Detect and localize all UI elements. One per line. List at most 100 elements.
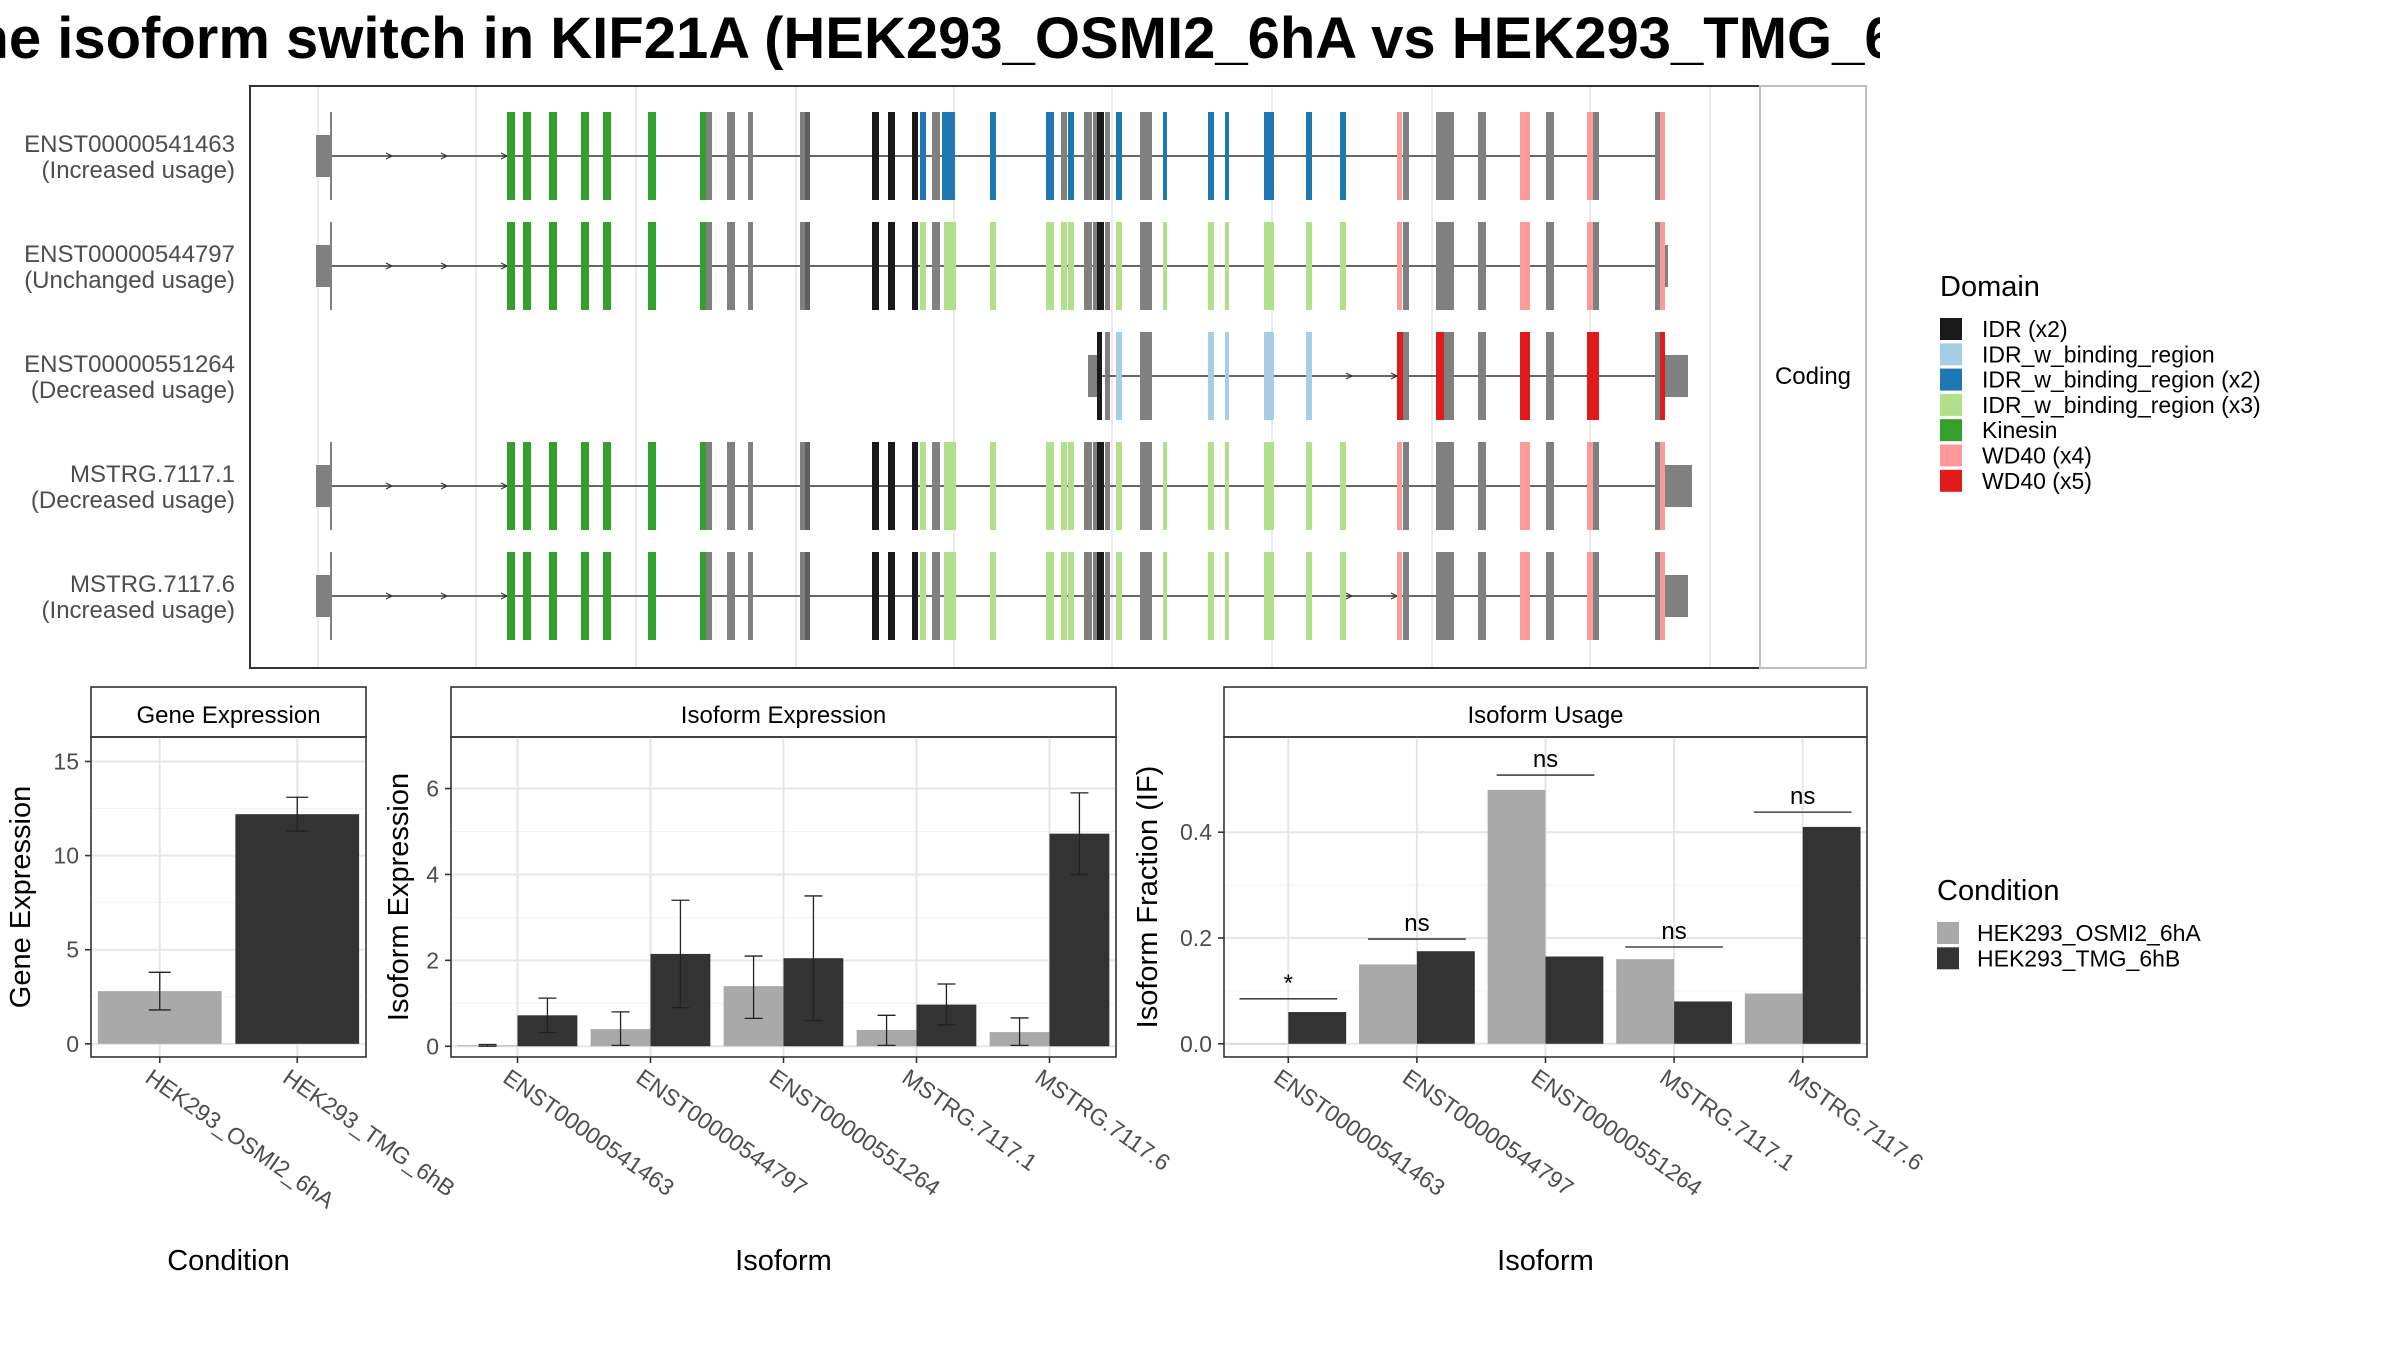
exon-block [507,222,515,310]
transcript-id-label: ENST00000551264 [24,351,235,378]
exon-block [330,552,332,640]
exon-block [920,112,926,200]
exon-block [330,442,332,530]
exon-block [1097,442,1104,530]
exon-block [603,112,611,200]
exon-block [1084,222,1092,310]
transcript-usage-label: (Increased usage) [42,157,235,184]
exon-block [1264,442,1274,530]
exon-block [1306,552,1312,640]
exon-block [1593,552,1599,640]
utr-block [316,575,330,617]
exon-block [1436,222,1454,310]
domain-legend-label: Kinesin [1982,417,2057,443]
isoform-expression-chart: Isoform Expression0246ENST00000541463ENS… [383,686,1175,1277]
exon-block [1520,332,1530,420]
exon-block [603,552,611,640]
bar [1416,951,1475,1044]
exon-block [1061,442,1067,530]
domain-legend-swatch [1940,343,1962,366]
condition-legend-label: HEK293_TMG_6hB [1977,945,2180,971]
strand-arrow [440,592,449,600]
domain-legend-swatch [1940,393,1962,416]
exon-block [1478,112,1486,200]
strand-arrow [1345,372,1354,380]
exon-block [1046,222,1054,310]
facet-title-strip [450,686,1117,738]
y-tick-label: 0.0 [1180,1031,1212,1057]
exon-block [1478,442,1486,530]
significance-label: ns [1790,783,1815,810]
exon-block [1436,552,1454,640]
exon-block [1116,552,1122,640]
exon-block [1105,112,1110,200]
exon-block [1208,442,1214,530]
exon-block [1084,552,1092,640]
exon-block [1225,222,1229,310]
domain-legend-swatch [1940,419,1962,442]
exon-block [912,552,918,640]
exon-block [1068,442,1074,530]
exon-block [1093,222,1098,310]
strand-arrow [440,482,449,490]
strand-arrow [440,262,449,270]
exon-block [1306,112,1312,200]
exon-block [1140,552,1152,640]
exon-block [1546,442,1554,530]
exon-block [549,442,557,530]
domain-legend-label: IDR_w_binding_region (x2) [1982,367,2261,393]
exon-block [872,112,879,200]
exon-block [1116,222,1122,310]
exon-block [1593,442,1599,530]
exon-block [888,112,895,200]
facet-title-strip [90,686,367,738]
exon-block [1655,222,1660,310]
exon-block [1116,112,1122,200]
exon-block [1660,332,1665,420]
exon-block [920,552,926,640]
exon-block [1436,112,1454,200]
exon-block [1105,222,1110,310]
condition-legend-title: Condition [1937,875,2060,907]
exon-block [727,222,735,310]
exon-block [1403,222,1409,310]
exon-block [507,112,515,200]
exon-block [581,112,589,200]
exon-block [706,552,712,640]
exon-block [1546,332,1554,420]
exon-block [1163,112,1167,200]
exon-block [942,112,955,200]
exon-block [549,222,557,310]
exon-block [1397,442,1402,530]
exon-block [1587,112,1593,200]
exon-block [1116,442,1122,530]
utr-block [316,135,330,177]
exon-block [706,222,712,310]
exon-block [912,442,918,530]
exon-block [805,112,810,200]
exon-block [1403,112,1409,200]
exon-block [1225,552,1229,640]
panel-border [90,736,367,1058]
exon-block [1520,112,1530,200]
exon-block [990,552,996,640]
significance-label: ns [1533,746,1558,773]
exon-block [920,442,926,530]
domain-legend-label: WD40 (x5) [1982,468,2092,494]
exon-block [549,112,557,200]
bar [1487,789,1546,1044]
exon-block [1140,332,1152,420]
x-tick-label: MSTRG.7117.6 [1784,1064,1928,1176]
bar [1674,1001,1732,1044]
exon-block [1340,222,1346,310]
transcript-usage-label: (Decreased usage) [31,487,235,514]
exon-block [1163,442,1167,530]
exon-block [800,442,806,530]
strand-arrow [385,592,394,600]
facet-title: Gene Expression [136,702,320,729]
domain-legend-label: IDR (x2) [1982,316,2068,342]
exon-block [1068,552,1074,640]
exon-block [1046,552,1054,640]
